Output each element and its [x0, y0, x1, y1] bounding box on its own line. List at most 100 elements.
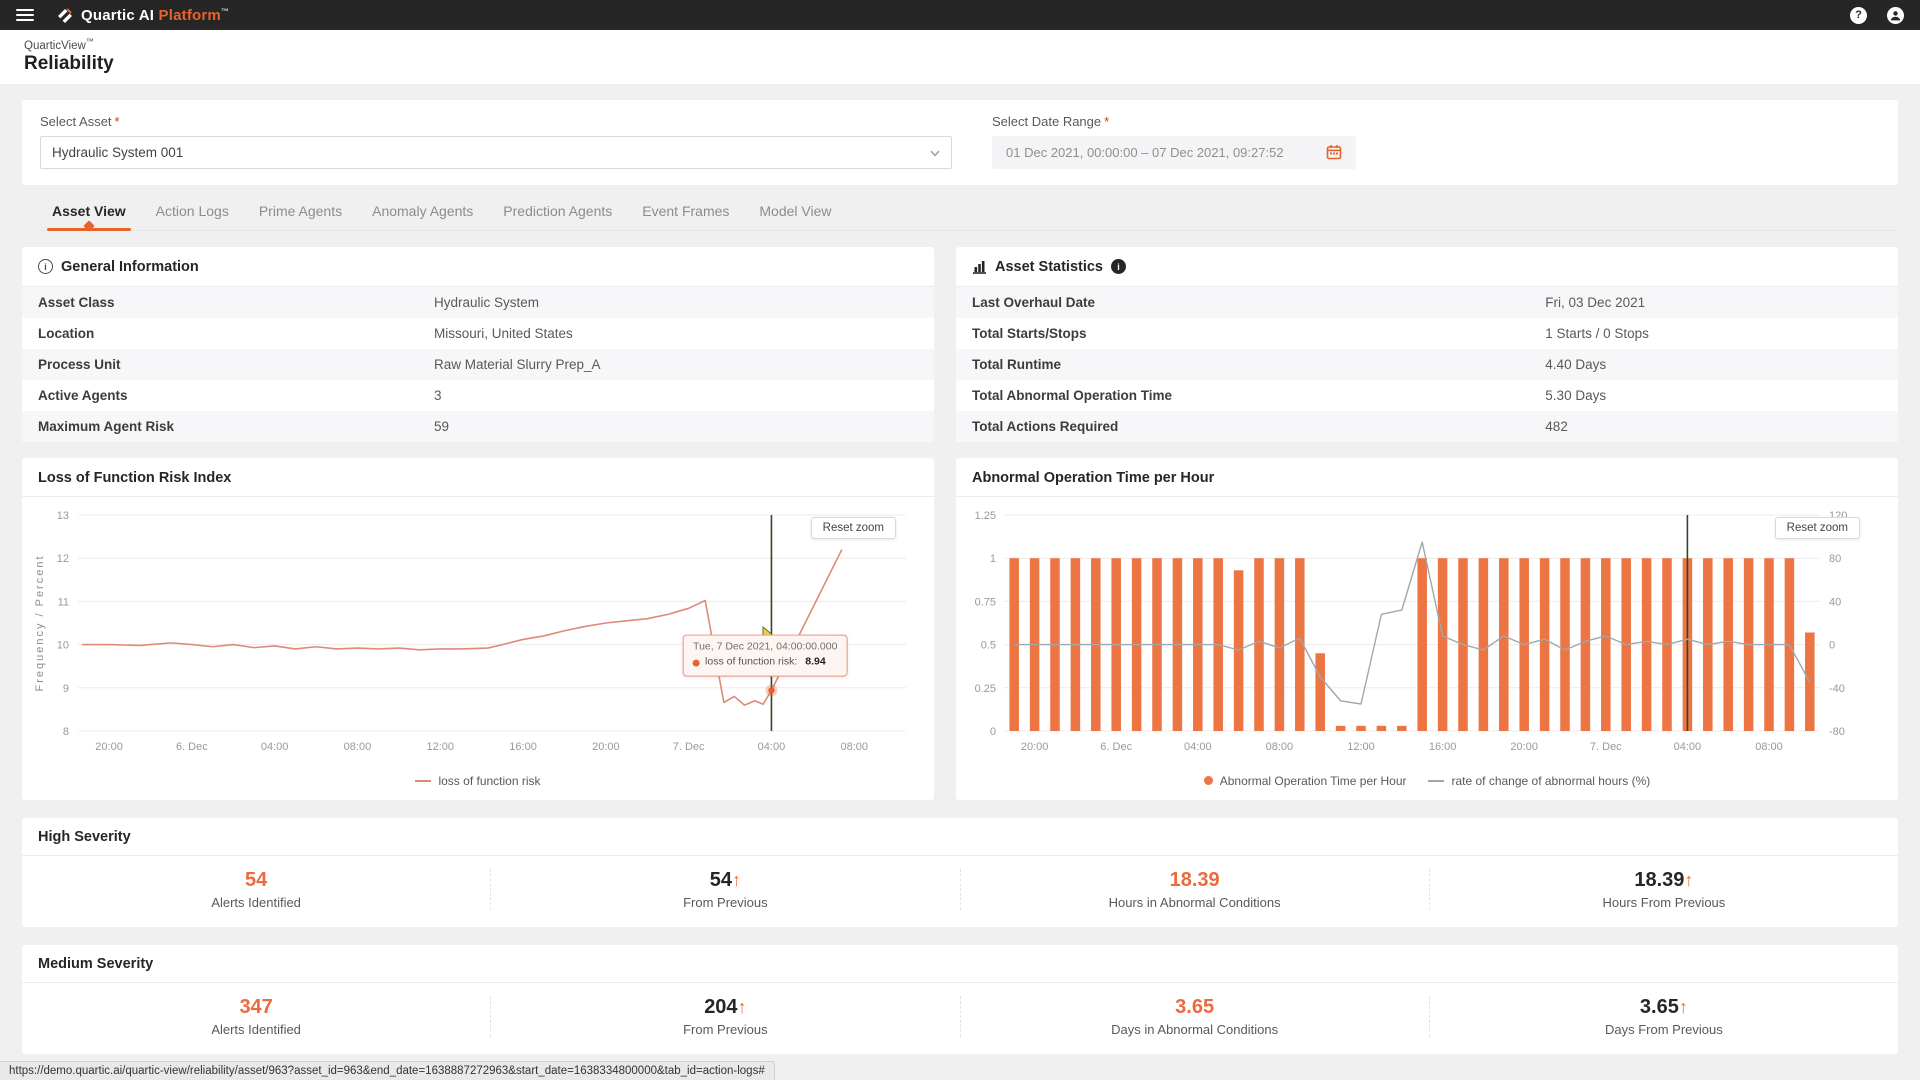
legend-item[interactable]: Abnormal Operation Time per Hour — [1203, 774, 1406, 788]
svg-text:-80: -80 — [1829, 726, 1845, 738]
abnormal-operation-chart-panel: Abnormal Operation Time per Hour 1.25 1 20… — [956, 457, 1898, 800]
row-label: Total Abnormal Operation Time — [972, 387, 1173, 403]
svg-text:08:00: 08:00 — [1755, 741, 1783, 753]
risk-chart-legend: loss of function risk — [22, 767, 934, 800]
asset-statistics-table: Last Overhaul Date Fri, 03 Dec 2021 Total … — [956, 286, 1898, 442]
svg-text:12:00: 12:00 — [1347, 741, 1375, 753]
svg-text:80: 80 — [1829, 553, 1841, 565]
table-row: Maximum Agent Risk 59 — [22, 410, 934, 442]
menu-icon[interactable] — [16, 9, 34, 21]
stat-value: 54 — [245, 868, 268, 891]
table-row: Active Agents 3 — [22, 380, 934, 411]
row-value: Fri, 03 Dec 2021 — [1545, 294, 1646, 310]
stat-label: Days in Abnormal Conditions — [1111, 1021, 1279, 1037]
general-information-table: Asset Class Hydraulic System Location Misso… — [22, 286, 934, 442]
table-row: Total Abnormal Operation Time 5.30 Days — [956, 380, 1898, 411]
svg-text:6. Dec: 6. Dec — [1100, 741, 1132, 753]
risk-index-chart-panel: Loss of Function Risk Index 13 12 11 10 9 8 20… — [22, 457, 934, 800]
medium-severity-title: Medium Severity — [22, 945, 1898, 983]
row-value: 59 — [434, 418, 450, 434]
stat-block: 204↑ From Previous — [490, 995, 959, 1037]
reset-zoom-button[interactable]: Reset zoom — [810, 516, 896, 539]
svg-text:Frequency / Percent: Frequency / Percent — [34, 554, 46, 691]
high-severity-panel: High Severity 54 Alerts Identified 54↑ From… — [22, 817, 1898, 927]
asset-statistics-panel: Asset Statistics i Last Overhaul Date Fri… — [956, 246, 1898, 442]
quartic-logo-icon — [58, 8, 72, 23]
row-value: Missouri, United States — [434, 325, 573, 341]
legend-dot-swatch — [1203, 776, 1213, 786]
brand-text: Quartic AI Platform™ — [81, 6, 230, 24]
calendar-icon[interactable] — [1326, 144, 1342, 160]
reset-zoom-button[interactable]: Reset zoom — [1774, 516, 1860, 539]
legend-line-swatch — [1428, 779, 1445, 782]
svg-text:9: 9 — [63, 683, 69, 695]
select-date-range-label: Select Date Range * — [992, 113, 1110, 129]
svg-text:12: 12 — [57, 553, 69, 565]
asset-select[interactable] — [40, 135, 952, 169]
svg-text:7. Dec: 7. Dec — [673, 741, 705, 753]
svg-text:11: 11 — [58, 596, 69, 608]
svg-text:10: 10 — [57, 639, 69, 651]
product-name: QuarticView™ — [24, 37, 94, 52]
svg-text:0.75: 0.75 — [975, 596, 996, 608]
abnormal-chart-title: Abnormal Operation Time per Hour — [956, 458, 1898, 497]
svg-text:0: 0 — [990, 726, 996, 738]
page-title: Reliability — [24, 52, 114, 74]
tab-event-frames[interactable]: Event Frames — [642, 202, 730, 219]
legend-item[interactable]: rate of change of abnormal hours (%) — [1428, 774, 1650, 788]
filter-card: Select Asset* Select Date Range* — [22, 99, 1898, 185]
chart-tooltip: Tue, 7 Dec 2021, 04:00:00.000 loss of fu… — [683, 634, 848, 677]
svg-text:08:00: 08:00 — [840, 741, 868, 753]
svg-text:08:00: 08:00 — [344, 741, 372, 753]
tab-asset-view[interactable]: Asset View — [37, 193, 141, 231]
info-circle-icon: i — [38, 259, 53, 275]
table-row: Asset Class Hydraulic System — [22, 286, 934, 318]
table-row: Total Starts/Stops 1 Starts / 0 Stops — [956, 318, 1898, 349]
high-severity-stats: 54 Alerts Identified 54↑ From Previous 18.39… — [22, 856, 1898, 927]
stat-block: 54 Alerts Identified — [22, 869, 490, 910]
help-icon[interactable]: ? — [1850, 6, 1867, 24]
row-label: Location — [38, 325, 95, 341]
svg-text:0.25: 0.25 — [975, 683, 996, 695]
svg-text:12:00: 12:00 — [426, 741, 454, 753]
legend-label: rate of change of abnormal hours (%) — [1451, 773, 1651, 788]
svg-text:20:00: 20:00 — [1021, 741, 1049, 753]
general-information-panel: i General Information Asset Class Hydraul… — [22, 246, 934, 442]
table-row: Last Overhaul Date Fri, 03 Dec 2021 — [956, 286, 1898, 318]
row-value: 5.30 Days — [1545, 387, 1607, 403]
legend-item[interactable]: loss of function risk — [415, 774, 541, 788]
svg-text:20:00: 20:00 — [95, 741, 123, 753]
svg-text:6. Dec: 6. Dec — [176, 741, 208, 753]
svg-text:16:00: 16:00 — [1429, 741, 1457, 753]
chevron-down-icon[interactable] — [929, 147, 941, 159]
stat-value: 3.65 — [1639, 995, 1679, 1018]
svg-text:13: 13 — [57, 510, 69, 522]
svg-text:04:00: 04:00 — [1674, 741, 1702, 753]
row-value: 4.40 Days — [1545, 356, 1607, 372]
svg-text:40: 40 — [1829, 596, 1841, 608]
date-range-input[interactable] — [992, 135, 1356, 169]
tab-model-view[interactable]: Model View — [759, 202, 832, 219]
up-arrow-icon: ↑ — [1684, 869, 1694, 890]
row-label: Total Starts/Stops — [972, 325, 1087, 341]
status-url: https://demo.quartic.ai/quartic-view/rel… — [0, 1061, 775, 1080]
tab-bar: Asset View Action Logs Prime Agents Anomaly… — [37, 193, 1898, 231]
legend-line-swatch — [415, 779, 432, 782]
row-value: Raw Material Slurry Prep_A — [434, 356, 601, 372]
tooltip-series-dot — [693, 659, 701, 667]
tab-anomaly-agents[interactable]: Anomaly Agents — [372, 202, 474, 219]
top-app-bar: Quartic AI Platform™ ? — [0, 0, 1920, 30]
tab-action-logs[interactable]: Action Logs — [155, 202, 229, 219]
svg-text:7. Dec: 7. Dec — [1590, 741, 1622, 753]
select-asset-label: Select Asset * — [40, 113, 120, 129]
tab-prediction-agents[interactable]: Prediction Agents — [503, 202, 613, 219]
tab-prime-agents[interactable]: Prime Agents — [258, 202, 343, 219]
svg-text:1.25: 1.25 — [975, 510, 996, 522]
row-label: Process Unit — [38, 356, 121, 372]
stat-value: 54 — [709, 868, 732, 891]
user-account-icon[interactable] — [1887, 6, 1904, 24]
row-label: Asset Class — [38, 294, 115, 310]
info-filled-icon[interactable]: i — [1111, 259, 1126, 275]
row-value: Hydraulic System — [434, 294, 540, 310]
